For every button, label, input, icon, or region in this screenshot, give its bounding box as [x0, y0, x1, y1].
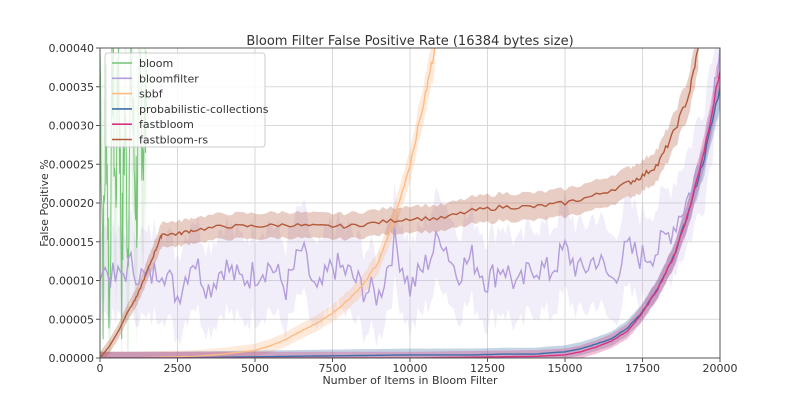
x-tick-label: 12500: [470, 362, 505, 375]
legend-label-fastbloom: fastbloom: [139, 118, 194, 131]
x-tick-label: 10000: [393, 362, 428, 375]
y-tick-label: 0.00030: [49, 120, 95, 133]
y-axis-label: False Positive %: [38, 159, 51, 246]
y-tick-label: 0.00025: [49, 158, 95, 171]
x-tick-label: 20000: [703, 362, 738, 375]
chart-title: Bloom Filter False Positive Rate (16384 …: [246, 34, 573, 49]
probabilistic-collections-series-line: [100, 86, 720, 358]
fastbloom-series-line: [100, 71, 720, 358]
x-axis-ticks: 0 2500 5000 7500 10000 12500 15000 17500 20000: [97, 358, 738, 375]
legend-label-sbbf: sbbf: [139, 88, 164, 101]
x-tick-label: 7500: [319, 362, 347, 375]
legend-label-fastbloom-rs: fastbloom-rs: [139, 134, 208, 147]
bloomfilter-confidence-band: [100, 48, 720, 347]
x-axis-label: Number of Items in Bloom Filter: [322, 374, 498, 387]
fastbloom-rs-series-line: [100, 48, 699, 358]
bloomfilter-series-line: [100, 48, 720, 307]
y-tick-label: 0.00035: [49, 81, 95, 94]
x-tick-label: 17500: [625, 362, 660, 375]
legend: bloom bloomfilter sbbf probabilistic-collec…: [104, 52, 269, 148]
y-tick-label: 0.00010: [49, 275, 95, 288]
x-tick-label: 2500: [164, 362, 192, 375]
fastbloom-rs-confidence-band: [100, 48, 699, 358]
series-lines: [100, 48, 720, 358]
x-tick-label: 5000: [241, 362, 269, 375]
y-tick-label: 0.00040: [49, 42, 95, 55]
x-tick-label: 0: [97, 362, 104, 375]
legend-label-bloomfilter: bloomfilter: [139, 72, 199, 85]
sbbf-series-line: [100, 48, 436, 358]
y-tick-label: 0.00005: [49, 313, 95, 326]
legend-label-probabilistic-collections: probabilistic-collections: [139, 103, 269, 116]
y-tick-label: 0.00020: [49, 197, 95, 210]
y-tick-label: 0.00015: [49, 236, 95, 249]
legend-label-bloom: bloom: [139, 57, 173, 70]
x-tick-label: 15000: [548, 362, 583, 375]
y-tick-label: 0.00000: [49, 352, 95, 365]
legend-box: [104, 52, 266, 148]
y-axis-ticks: 0.00000 0.00005 0.00010 0.00015 0.00020 0.000…: [49, 42, 100, 365]
